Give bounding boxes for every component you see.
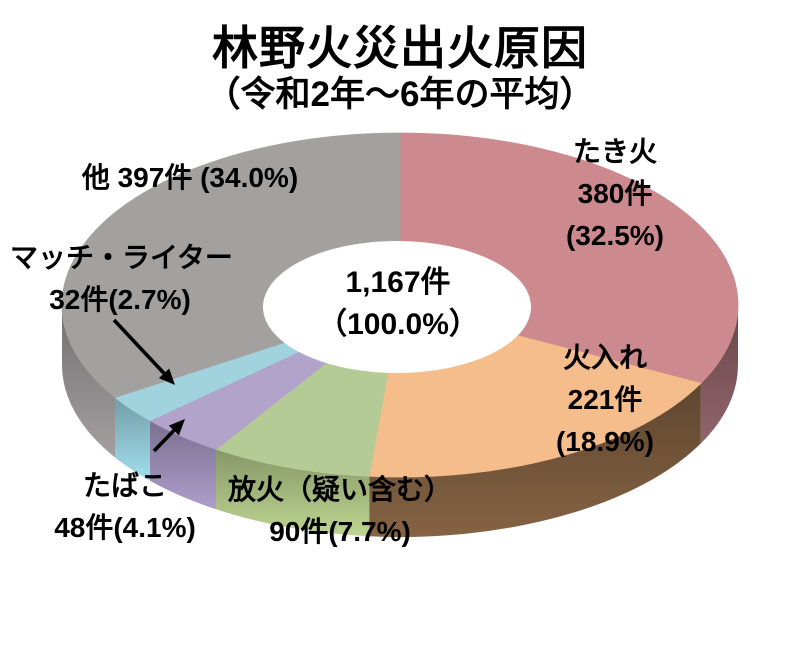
label-bonfire: たき火 380件 (32.5%) (495, 131, 735, 257)
label-cigarette: たばこ 48件(4.1%) (20, 465, 230, 549)
slice-side-other (62, 305, 116, 458)
label-controlled-burn-name: 火入れ (562, 342, 647, 373)
arrow-match-lighter-slice-head (158, 368, 175, 385)
label-controlled-burn: 火入れ 221件 (18.9%) (485, 337, 725, 463)
slice-side-bonfire (700, 305, 738, 444)
arrow-cigarette-slice-head (168, 419, 185, 436)
label-other: 他 397件 (34.0%) (50, 157, 330, 199)
label-total-count: 1,167件 (345, 266, 451, 299)
label-match-lighter: マッチ・ライター 32件(2.7%) (10, 237, 233, 321)
label-controlled-burn-pct: (18.9%) (555, 426, 655, 457)
label-cigarette-name: たばこ (82, 470, 167, 501)
label-bonfire-pct: (32.5%) (565, 220, 665, 251)
label-arson: 放火（疑い含む） 90件(7.7%) (200, 469, 480, 553)
label-bonfire-name: たき火 (572, 136, 657, 167)
label-match-lighter-name: マッチ・ライター (10, 242, 233, 273)
label-match-lighter-count: 32件(2.7%) (49, 284, 191, 315)
chart-subtitle: （令和2年～6年の平均） (205, 75, 595, 114)
label-bonfire-count: 380件 (577, 178, 653, 209)
label-other-text: 他 397件 (34.0%) (81, 162, 299, 193)
label-controlled-burn-count: 221件 (567, 384, 643, 415)
chart-title: 林野火災出火原因 (212, 22, 588, 74)
slice-side-cigarette (149, 420, 217, 510)
arrow-cigarette-slice (152, 429, 176, 453)
label-total-pct: （100.0%） (317, 308, 479, 341)
donut-hole (263, 241, 531, 373)
label-arson-name: 放火（疑い含む） (227, 474, 452, 505)
label-arson-count: 90件(7.7%) (269, 516, 411, 547)
label-cigarette-count: 48件(4.1%) (54, 512, 196, 543)
slice-side-controlled-burn (369, 383, 701, 537)
arrow-match-lighter-slice (112, 318, 166, 375)
label-total: 1,167件 （100.0%） (262, 262, 534, 346)
slice-side-arson (216, 449, 370, 537)
slice-side-match-lighter (115, 397, 150, 481)
